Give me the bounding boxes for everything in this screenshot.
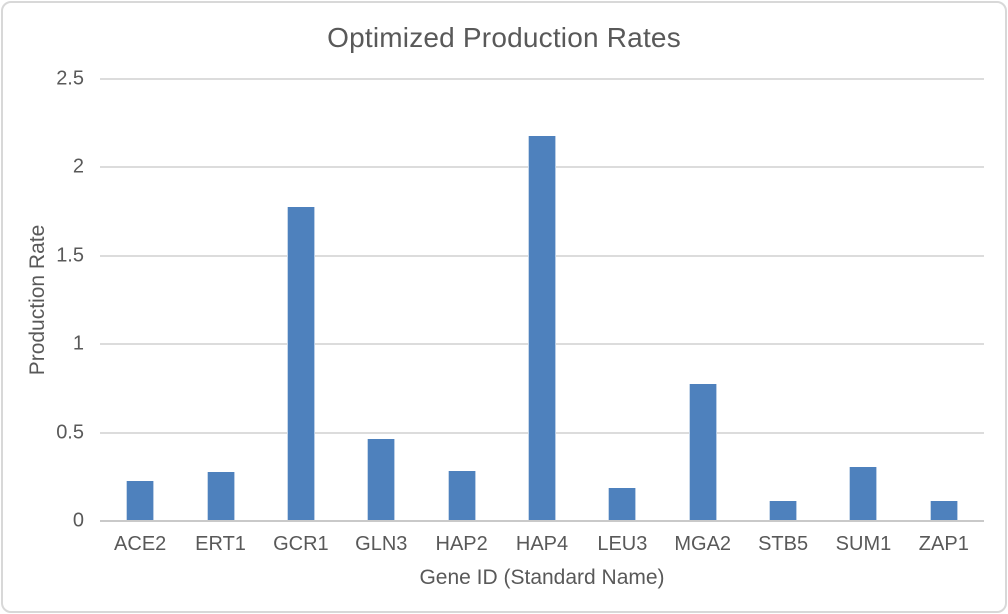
chart-title: Optimized Production Rates — [327, 22, 681, 53]
plot-area — [100, 78, 984, 522]
bar-stb5 — [770, 500, 797, 520]
y-tick-label: 1.5 — [56, 244, 84, 267]
x-tick-label: ERT1 — [195, 533, 246, 555]
gridline — [100, 78, 984, 80]
bar-hap4 — [529, 136, 555, 520]
y-tick-label: 1 — [72, 332, 84, 355]
x-tick-label: HAP2 — [435, 533, 488, 555]
bar-hap2 — [448, 470, 475, 520]
bar-zap1 — [930, 500, 957, 520]
y-tick-label: 2.5 — [56, 67, 84, 90]
bar-leu3 — [609, 488, 636, 520]
x-tick-label: GCR1 — [273, 533, 329, 555]
x-tick-label: SUM1 — [835, 533, 892, 555]
x-axis-title: Gene ID (Standard Name) — [419, 566, 665, 589]
x-tick-label: ZAP1 — [918, 533, 969, 555]
x-tick-label: MGA2 — [674, 533, 732, 555]
bar-gln3 — [368, 438, 395, 520]
x-tick-label: HAP4 — [515, 533, 569, 555]
bar-mga2 — [689, 383, 716, 520]
y-tick-label: 2 — [72, 155, 84, 178]
y-tick-label: 0.5 — [56, 421, 84, 444]
x-axis-line — [100, 520, 984, 522]
bar-ace2 — [127, 481, 154, 520]
bar-gcr1 — [287, 207, 314, 520]
x-tick-label: STB5 — [758, 533, 809, 555]
x-tick-label: ACE2 — [114, 533, 167, 555]
x-tick-label: GLN3 — [355, 533, 408, 555]
y-tick-label: 0 — [72, 509, 84, 532]
bar-sum1 — [850, 466, 877, 520]
bar-ert1 — [207, 472, 234, 520]
x-tick-label: LEU3 — [597, 533, 648, 555]
